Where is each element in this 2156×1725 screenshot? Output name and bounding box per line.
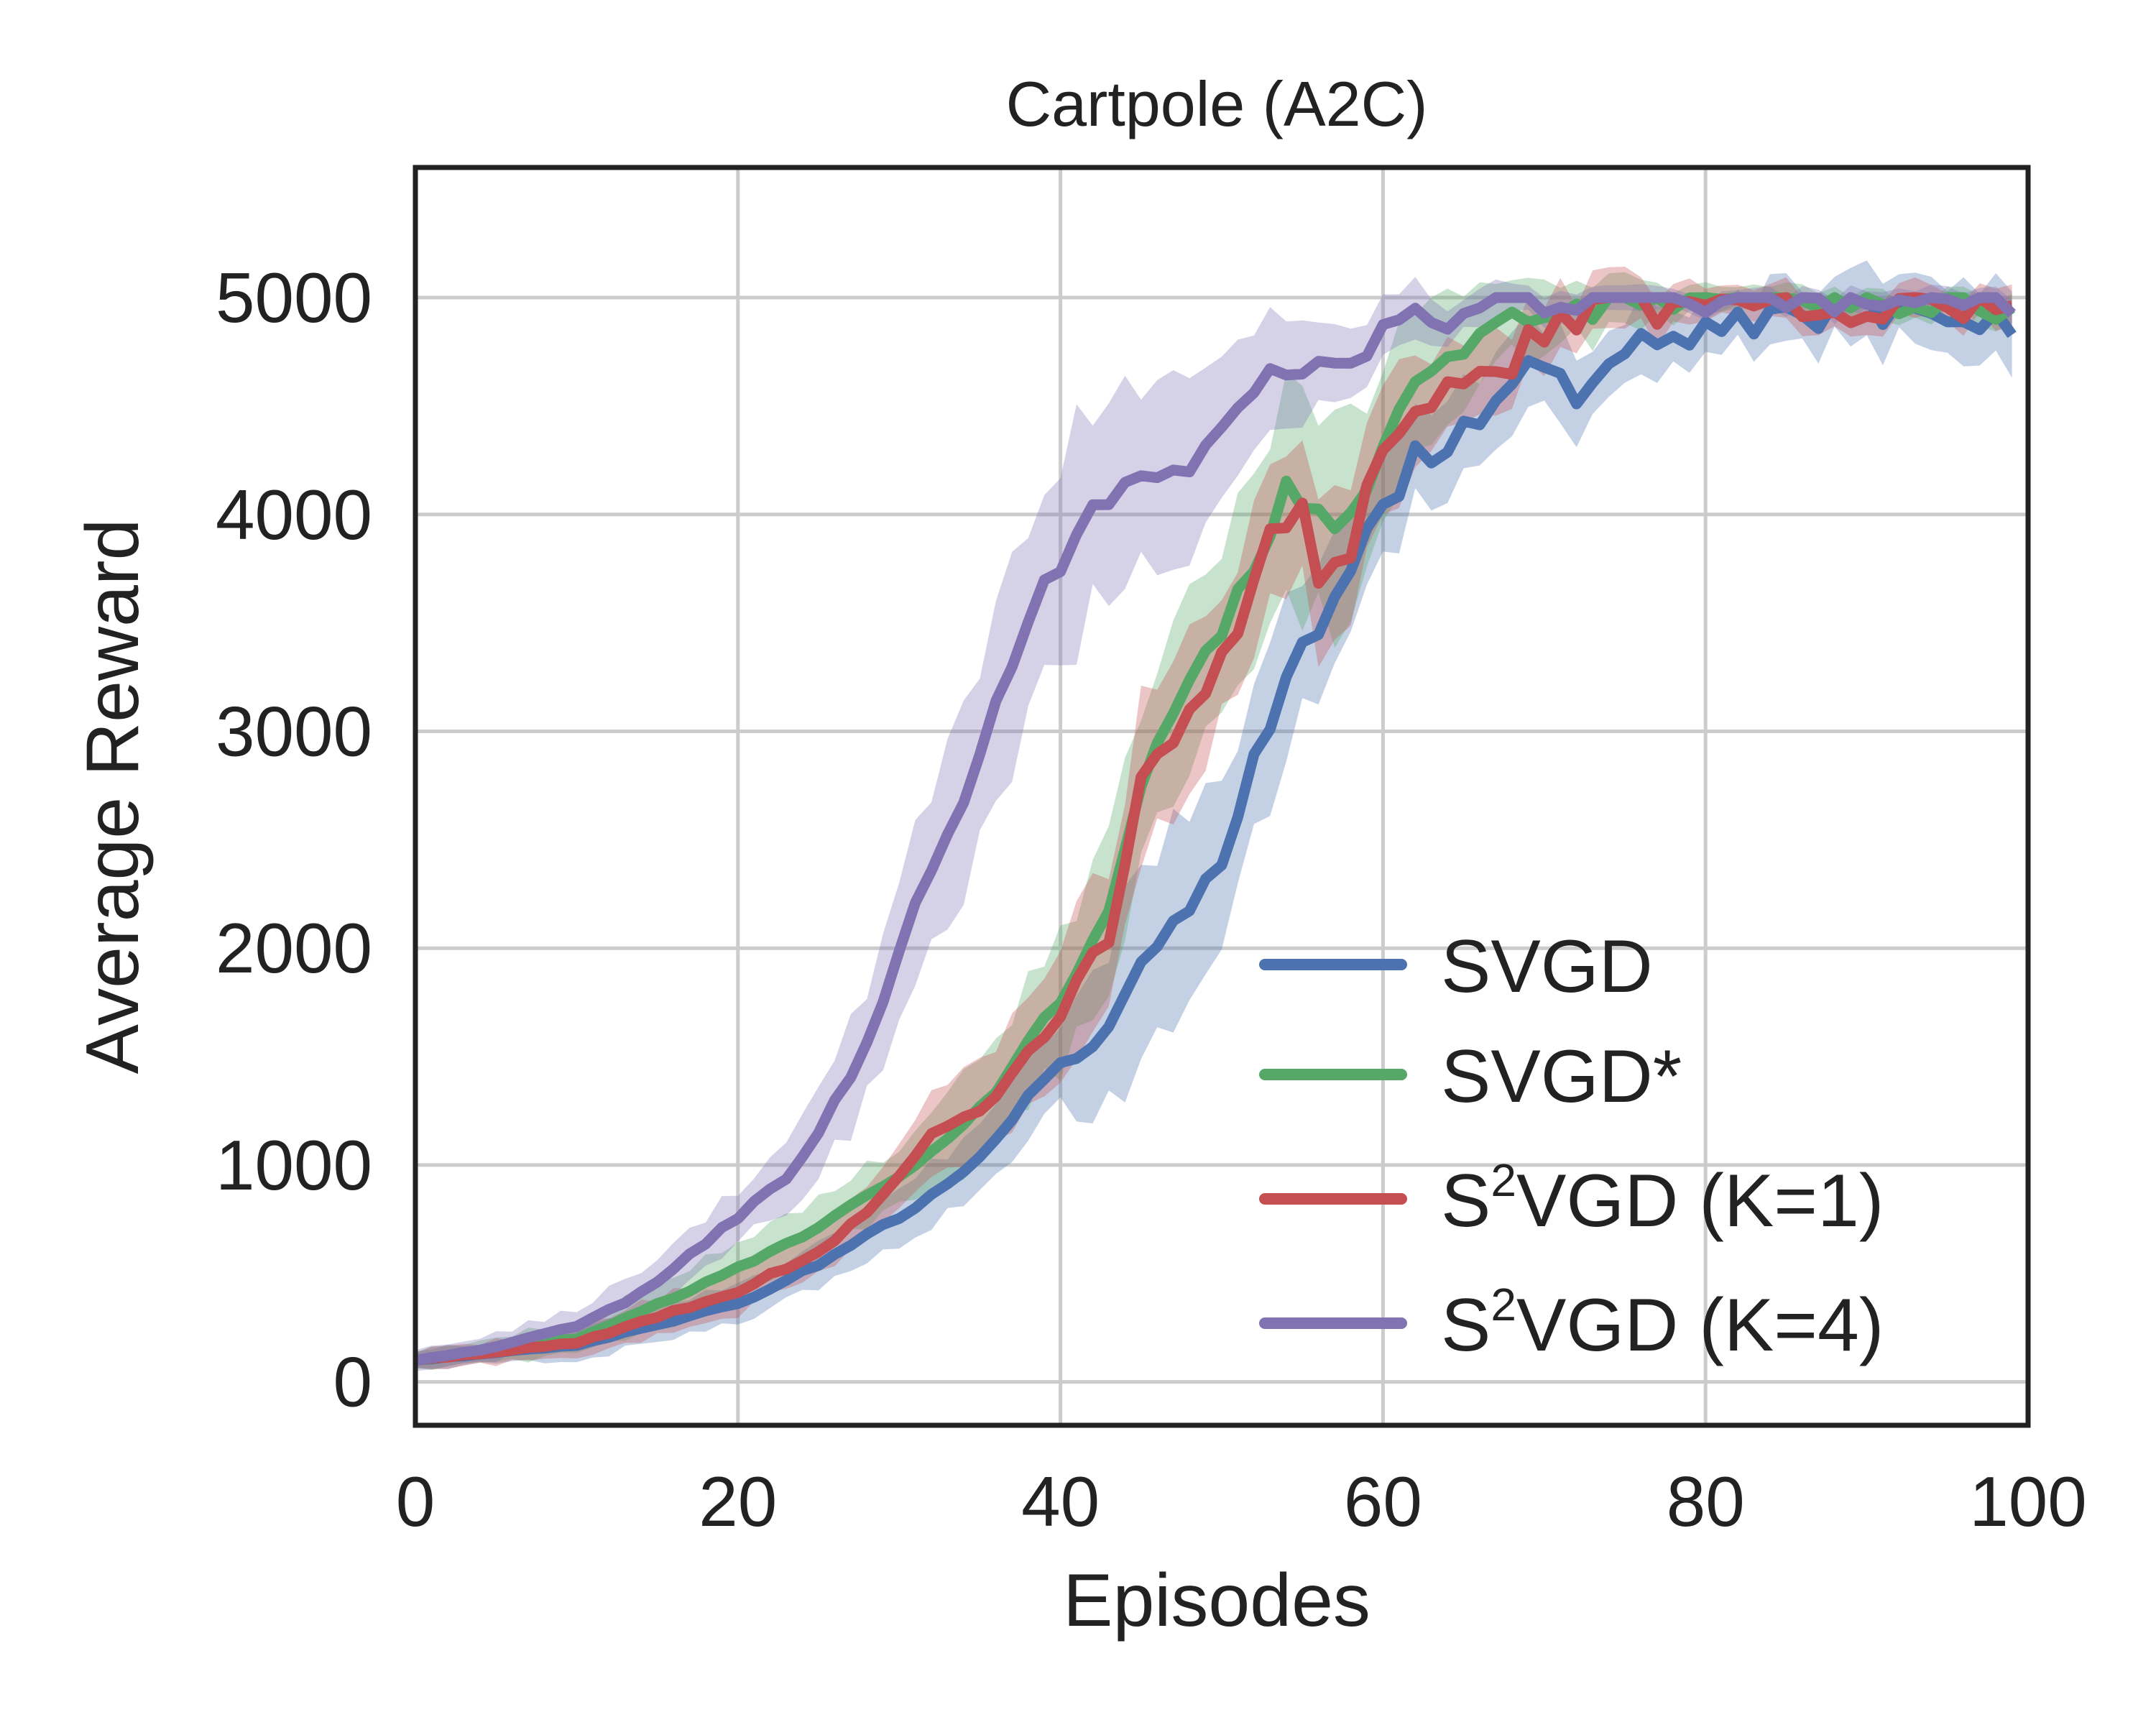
x-tick-80: 80 xyxy=(1667,1462,1745,1541)
chart-title: Cartpole (A2C) xyxy=(1006,68,1428,139)
line-series-3 xyxy=(414,292,2016,1366)
legend-label-0: SVGD xyxy=(1441,925,1653,1008)
plot-frame xyxy=(413,165,2031,1428)
legend-label-3: S2VGD (K=4) xyxy=(1441,1279,1884,1367)
y-tick-1000: 1000 xyxy=(216,1126,372,1205)
legend-label-1-base: SVGD* xyxy=(1441,1035,1682,1118)
y-axis-label: Average Reward xyxy=(71,519,155,1075)
legend-label-2-tail: VGD (K=1) xyxy=(1516,1159,1884,1243)
y-tick-4000: 4000 xyxy=(216,475,372,554)
legend-label-1: SVGD* xyxy=(1441,1035,1682,1118)
grid xyxy=(413,167,2030,1425)
y-tick-0: 0 xyxy=(333,1343,372,1422)
x-axis-label: Episodes xyxy=(1063,1559,1370,1642)
x-tick-100: 100 xyxy=(1969,1462,2087,1541)
legend-label-2-sup: 2 xyxy=(1491,1154,1516,1206)
x-tick-20: 20 xyxy=(699,1462,777,1541)
x-tick-0: 0 xyxy=(396,1462,436,1541)
legend-label-2: S2VGD (K=1) xyxy=(1441,1154,1884,1243)
y-tick-labels: 0 1000 2000 3000 4000 5000 xyxy=(216,258,372,1422)
line-series-0 xyxy=(415,292,2017,1366)
y-tick-3000: 3000 xyxy=(216,691,372,770)
legend-label-3-base: S xyxy=(1441,1284,1491,1367)
y-tick-2000: 2000 xyxy=(216,908,372,988)
x-tick-labels: 0 20 40 60 80 100 xyxy=(396,1462,2087,1541)
band-series-0 xyxy=(415,260,2012,1369)
confidence-bands xyxy=(415,260,2012,1371)
y-tick-5000: 5000 xyxy=(216,258,372,337)
x-tick-40: 40 xyxy=(1021,1462,1100,1541)
legend-label-0-base: SVGD xyxy=(1441,925,1653,1008)
legend-label-3-sup: 2 xyxy=(1491,1279,1516,1330)
band-series-3 xyxy=(415,277,2012,1371)
legend-label-2-base: S xyxy=(1441,1159,1491,1243)
x-tick-60: 60 xyxy=(1344,1462,1422,1541)
legend-label-3-tail: VGD (K=4) xyxy=(1516,1284,1884,1367)
series-lines xyxy=(414,292,2017,1366)
